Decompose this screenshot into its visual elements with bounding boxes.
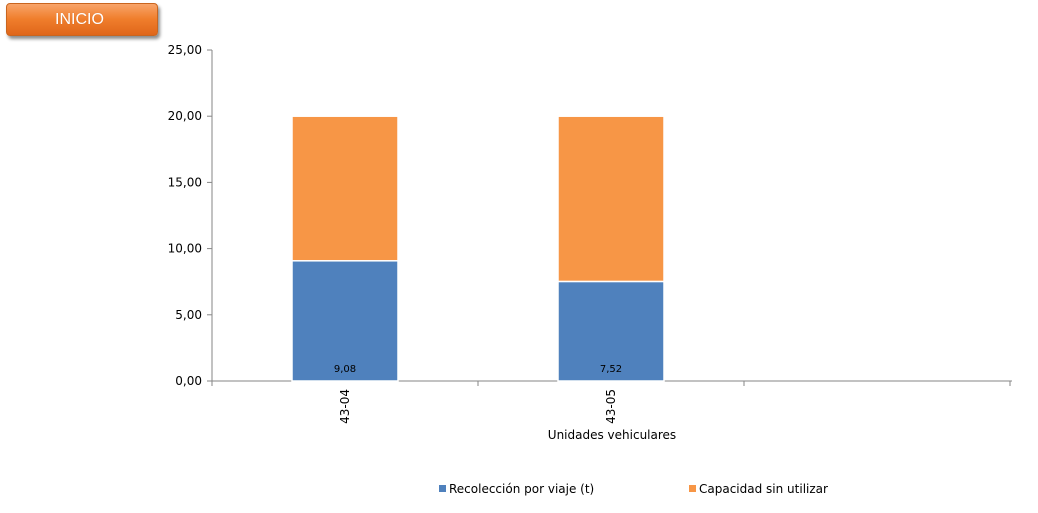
y-axis: 0,00 5,00 10,00 15,00 20,00 25,00 xyxy=(168,43,213,388)
bar-segment xyxy=(291,115,399,262)
inicio-button[interactable]: INICIO xyxy=(6,3,158,36)
x-axis-title: Unidades vehiculares xyxy=(548,428,676,442)
data-label: 9,08 xyxy=(334,364,356,375)
y-tick-label: 5,00 xyxy=(175,308,202,322)
x-tick-label: 43-05 xyxy=(604,389,618,424)
y-tick-label: 10,00 xyxy=(168,242,202,256)
bars: 9,08 7,52 xyxy=(291,115,665,382)
data-label: 7,52 xyxy=(600,364,622,375)
y-tick-label: 20,00 xyxy=(168,109,202,123)
x-tick-label: 43-04 xyxy=(338,389,352,424)
legend-label: Recolección por viaje (t) xyxy=(449,482,594,496)
legend-swatch xyxy=(439,485,446,492)
bar-segment xyxy=(557,115,665,283)
x-axis: 43-04 43-05 xyxy=(211,380,1012,424)
legend: Recolección por viaje (t) Capacidad sin u… xyxy=(439,482,828,496)
legend-label: Capacidad sin utilizar xyxy=(699,482,828,496)
y-tick-label: 15,00 xyxy=(168,175,202,189)
y-tick-label: 25,00 xyxy=(168,43,202,57)
legend-swatch xyxy=(689,485,696,492)
bar-segment xyxy=(291,260,399,382)
y-tick-label: 0,00 xyxy=(175,374,202,388)
